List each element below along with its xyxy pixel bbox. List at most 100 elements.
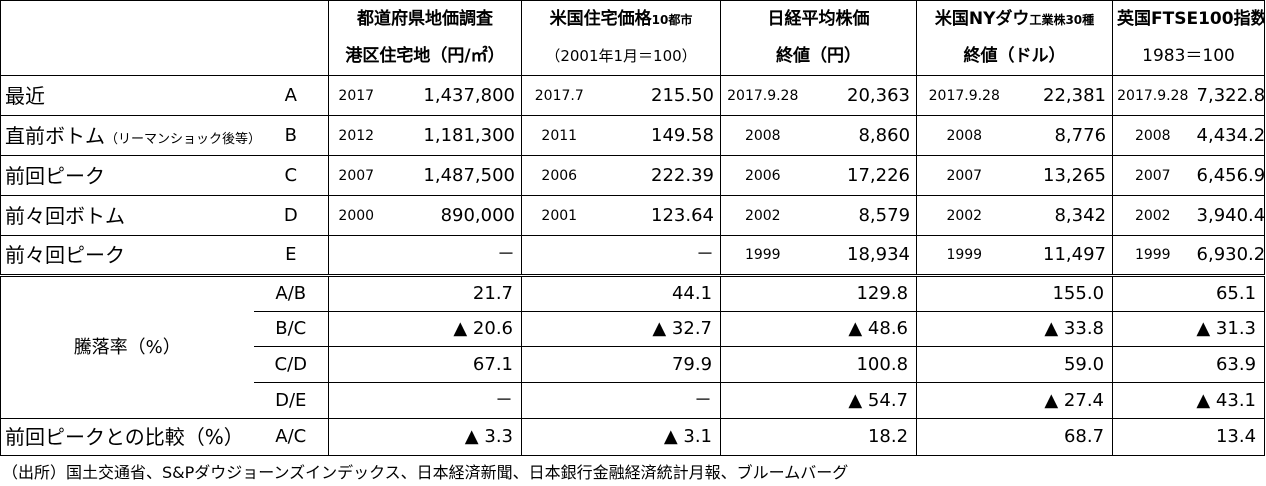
- source-note: （出所）国土交通省、S&Pダウジョーンズインデックス、日本経済新聞、日本銀行金融…: [2, 463, 849, 482]
- row-code: D: [253, 195, 329, 236]
- rate-value: 67.1: [328, 346, 522, 383]
- rate-value: ▲ 33.8: [916, 311, 1114, 347]
- rate-value: ▲ 54.7: [720, 382, 918, 419]
- ratio-label: A/C: [253, 418, 329, 456]
- value-cell: －: [383, 235, 522, 276]
- rate-value: 63.9: [1112, 346, 1266, 383]
- year-cell: 1999: [1112, 235, 1193, 276]
- rate-value: 100.8: [720, 346, 918, 383]
- year-cell: 2006: [720, 155, 805, 196]
- year-cell: 2017: [328, 75, 384, 116]
- year-cell: 2011: [521, 115, 597, 156]
- value-cell: 215.50: [596, 75, 722, 116]
- ratio-label: B/C: [253, 311, 329, 347]
- rate-value: 129.8: [720, 274, 918, 312]
- rate-value: 21.7: [328, 274, 522, 312]
- value-cell: 1,437,800: [383, 75, 522, 116]
- year-cell: 2007: [328, 155, 384, 196]
- year-cell: [521, 235, 597, 276]
- row-label: 前々回ボトム: [0, 195, 254, 236]
- rate-value: 79.9: [520, 346, 722, 383]
- value-cell: 222.39: [596, 155, 722, 196]
- value-cell: 6,930.2: [1192, 235, 1266, 276]
- compare-value: ▲ 3.1: [520, 418, 722, 456]
- rate-value: ▲ 20.6: [328, 311, 522, 347]
- rate-row: D/E － － ▲ 54.7 ▲ 27.4 ▲ 43.1: [1, 382, 1266, 419]
- year-cell: 2001: [521, 195, 597, 236]
- compare-value: 13.4: [1112, 418, 1266, 456]
- year-cell: 2006: [521, 155, 597, 196]
- year-cell: 2007: [1112, 155, 1193, 196]
- value-cell: 18,934: [804, 235, 918, 276]
- rate-label: 騰落率（%）: [0, 274, 254, 419]
- row-label: 前々回ピーク: [0, 235, 254, 276]
- year-cell: 2017.9.28: [916, 75, 1012, 116]
- compare-label: 前回ピークとの比較（%）: [0, 418, 254, 456]
- header-row: 都道府県地価調査 港区住宅地（円/㎡） 米国住宅価格10都市 （2001年1月＝…: [0, 0, 1266, 76]
- value-cell: 3,940.4: [1192, 195, 1266, 236]
- year-cell: 2012: [328, 115, 384, 156]
- rate-value: －: [328, 382, 522, 419]
- row-label: 前回ピーク: [0, 155, 254, 196]
- year-cell: 2008: [916, 115, 1012, 156]
- compare-value: ▲ 3.3: [328, 418, 522, 456]
- rate-value: 155.0: [916, 274, 1114, 312]
- value-cell: 11,497: [1011, 235, 1114, 276]
- value-cell: 8,342: [1011, 195, 1114, 236]
- table-row: 前々回ピーク E － － 1999 18,934 1999 11,497 199…: [0, 235, 1266, 276]
- header-nikkei: 日経平均株価 終値（円）: [720, 0, 918, 76]
- rate-value: 65.1: [1112, 274, 1266, 312]
- year-cell: 1999: [720, 235, 805, 276]
- header-land-price: 都道府県地価調査 港区住宅地（円/㎡）: [328, 0, 522, 76]
- value-cell: 17,226: [804, 155, 918, 196]
- ratio-label: A/B: [253, 274, 329, 312]
- year-cell: 1999: [916, 235, 1012, 276]
- rate-value: ▲ 31.3: [1112, 311, 1266, 347]
- year-cell: 2007: [916, 155, 1012, 196]
- price-comparison-table: 都道府県地価調査 港区住宅地（円/㎡） 米国住宅価格10都市 （2001年1月＝…: [0, 0, 1266, 456]
- year-cell: 2002: [1112, 195, 1193, 236]
- rate-value: ▲ 32.7: [520, 311, 722, 347]
- year-cell: 2017.9.28: [720, 75, 805, 116]
- value-cell: 8,860: [804, 115, 918, 156]
- compare-value: 18.2: [720, 418, 918, 456]
- year-cell: [328, 235, 384, 276]
- year-cell: 2002: [720, 195, 805, 236]
- value-cell: 8,579: [804, 195, 918, 236]
- year-cell: 2017.9.28: [1112, 75, 1193, 116]
- value-cell: 1,487,500: [383, 155, 522, 196]
- header-us-housing: 米国住宅価格10都市 （2001年1月＝100）: [520, 0, 722, 76]
- value-cell: 6,456.9: [1192, 155, 1266, 196]
- table-row: 前々回ボトム D 2000 890,000 2001 123.64 2002 8…: [0, 195, 1266, 236]
- rate-value: ▲ 27.4: [916, 382, 1114, 419]
- value-cell: 1,181,300: [383, 115, 522, 156]
- value-cell: －: [596, 235, 722, 276]
- year-cell: 2008: [720, 115, 805, 156]
- row-code: E: [253, 235, 329, 276]
- rate-row: 騰落率（%） A/B 21.7 44.1 129.8 155.0 65.1: [0, 274, 1266, 419]
- table-row: 最近 A 2017 1,437,800 2017.7 215.50 2017.9…: [0, 75, 1266, 116]
- year-cell: 2002: [916, 195, 1012, 236]
- value-cell: 149.58: [596, 115, 722, 156]
- header-ftse: 英国FTSE100指数 1983＝100: [1112, 0, 1266, 76]
- row-label: 直前ボトム（リーマンショック後等）: [0, 115, 254, 156]
- year-cell: 2000: [328, 195, 384, 236]
- value-cell: 4,434.2: [1192, 115, 1266, 156]
- rate-value: 44.1: [520, 274, 722, 312]
- compare-row: 前回ピークとの比較（%） A/C ▲ 3.3 ▲ 3.1 18.2 68.7 1…: [0, 418, 1266, 456]
- compare-value: 68.7: [916, 418, 1114, 456]
- value-cell: 22,381: [1011, 75, 1114, 116]
- rate-value: －: [520, 382, 722, 419]
- row-code: A: [253, 75, 329, 116]
- year-cell: 2008: [1112, 115, 1193, 156]
- value-cell: 8,776: [1011, 115, 1114, 156]
- rate-value: ▲ 43.1: [1112, 382, 1266, 419]
- ratio-label: C/D: [253, 346, 329, 383]
- value-cell: 20,363: [804, 75, 918, 116]
- table-row: 直前ボトム（リーマンショック後等） B 2012 1,181,300 2011 …: [0, 115, 1266, 156]
- value-cell: 13,265: [1011, 155, 1114, 196]
- value-cell: 890,000: [383, 195, 522, 236]
- rate-value: ▲ 48.6: [720, 311, 918, 347]
- header-ny-dow: 米国NYダウ工業株30種 終値（ドル）: [916, 0, 1114, 76]
- row-code: C: [253, 155, 329, 196]
